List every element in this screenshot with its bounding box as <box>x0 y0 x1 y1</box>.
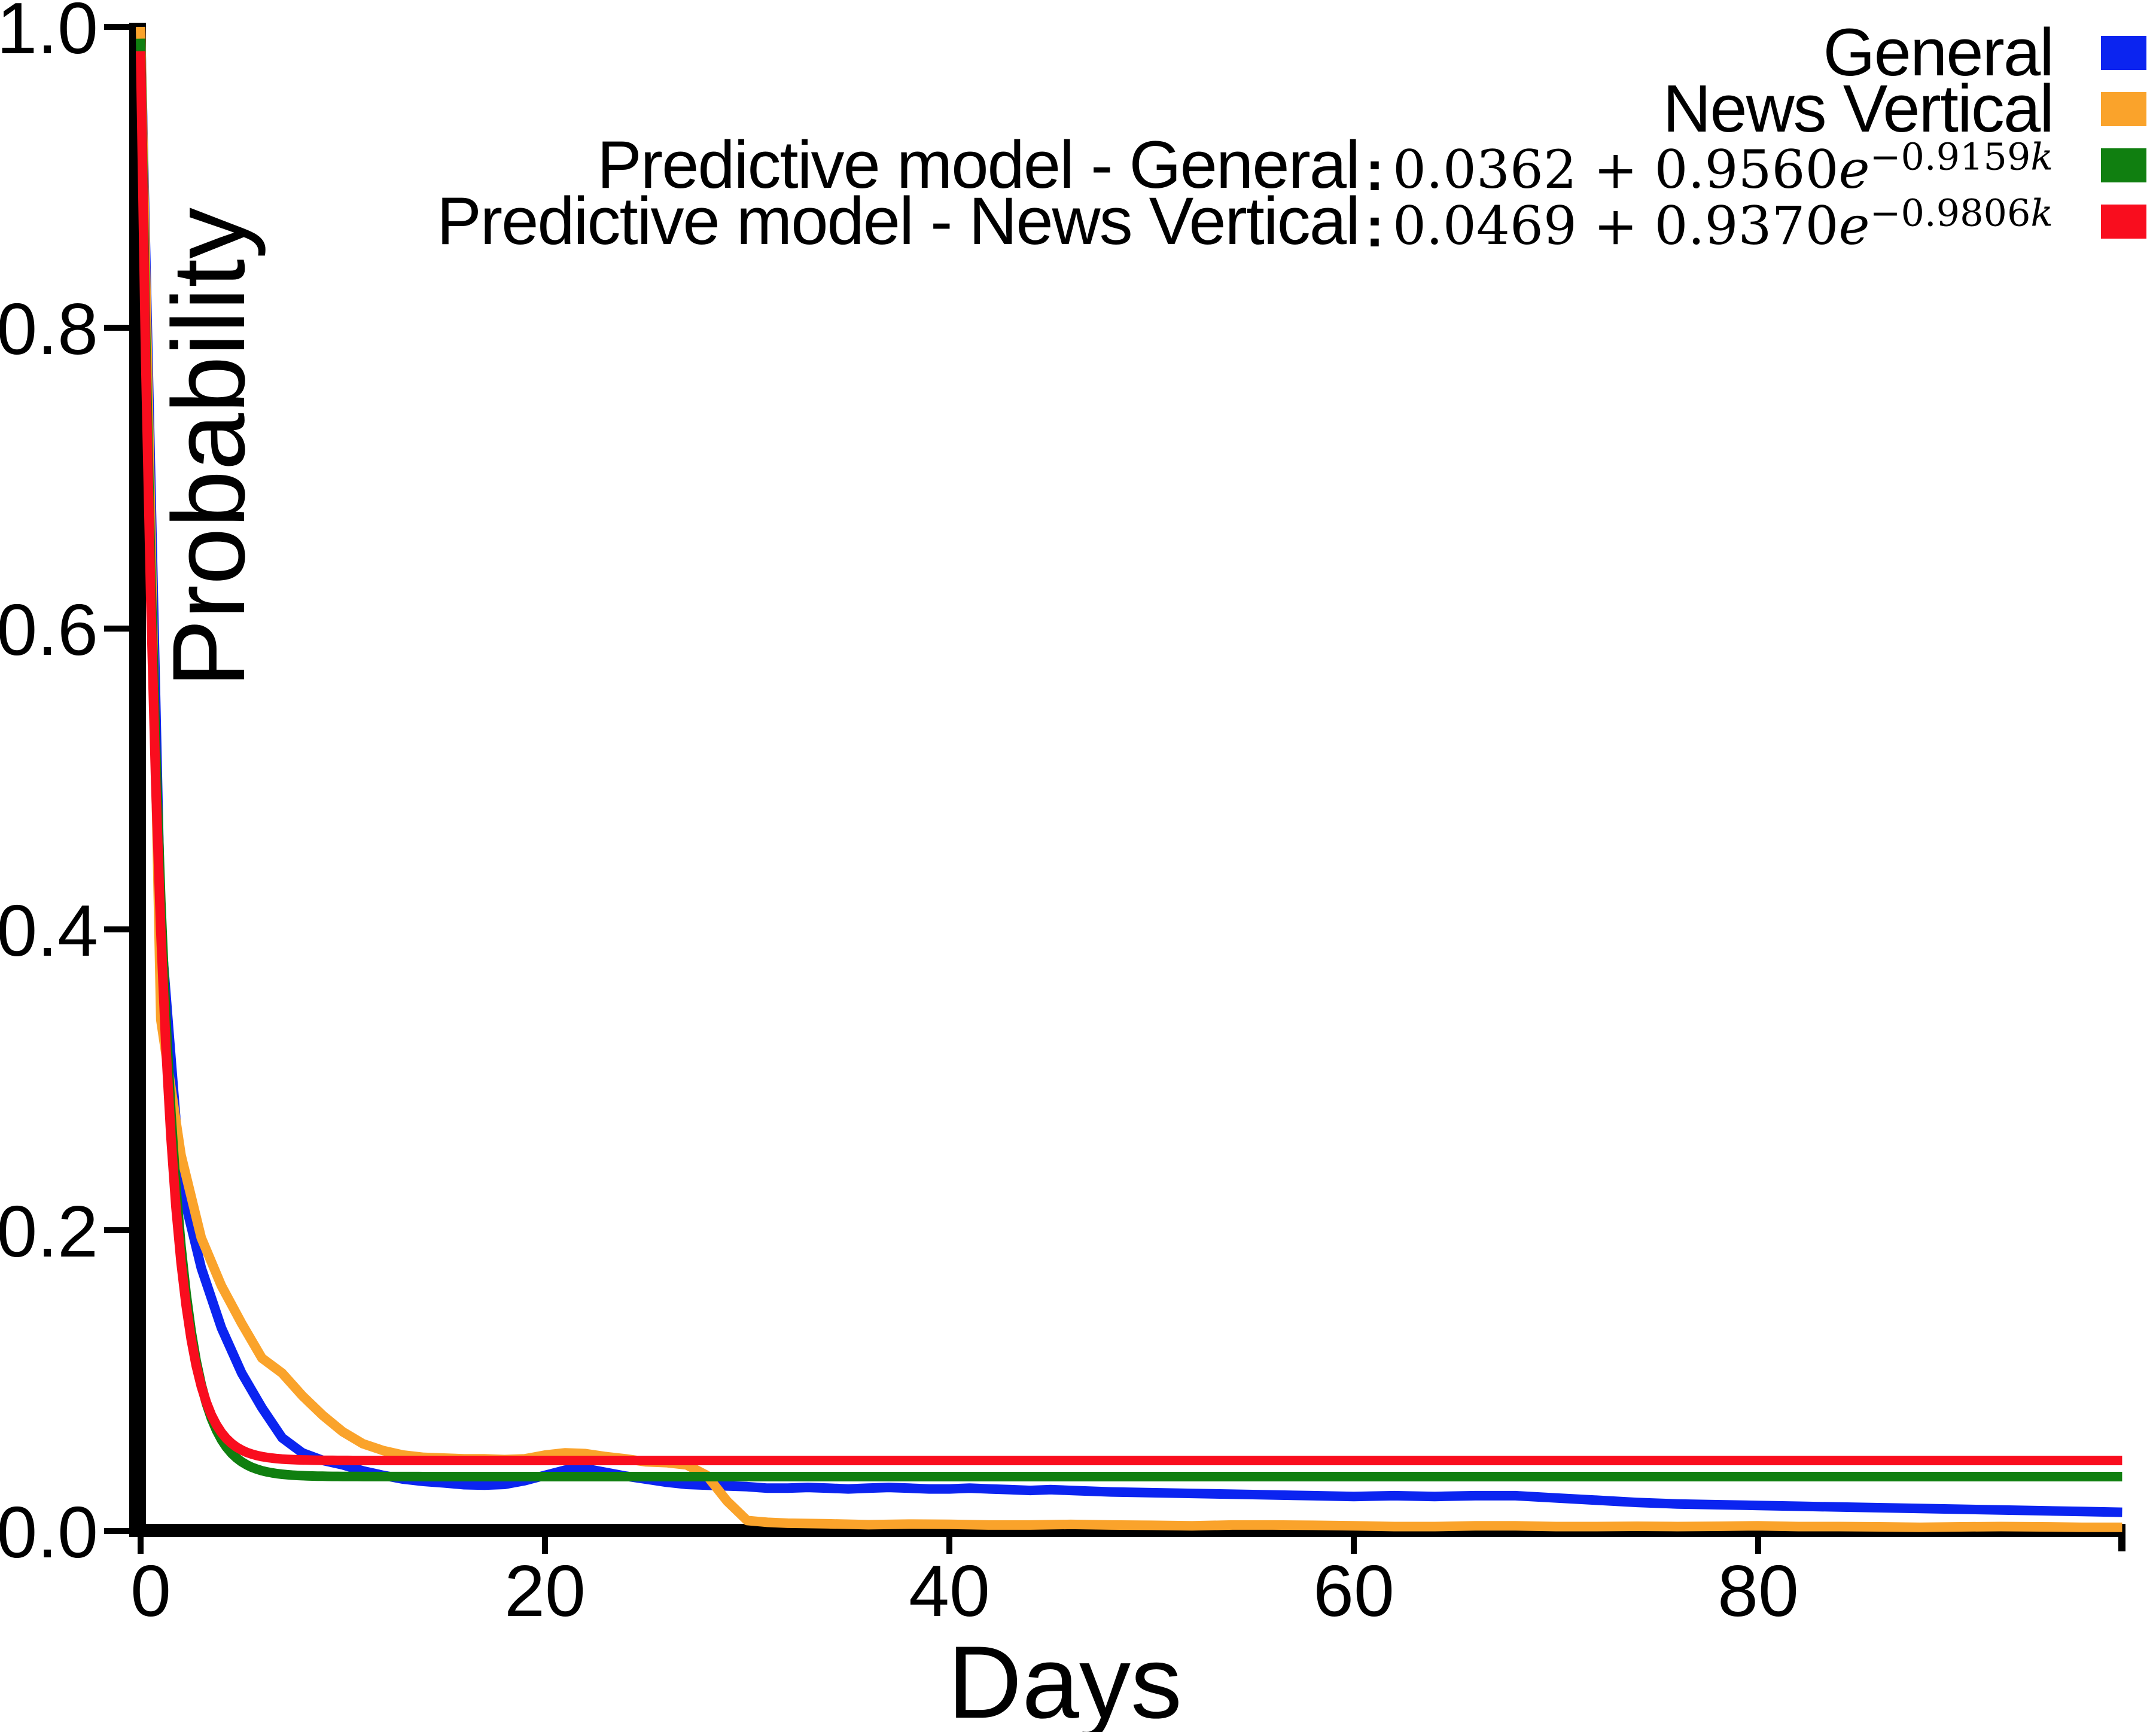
y-tick-label: 0.6 <box>0 589 98 670</box>
formula-exponent: −0.9159 <box>1869 135 2031 179</box>
y-tick <box>104 1227 130 1233</box>
legend-swatch-model-news-vertical <box>2101 204 2146 239</box>
x-tick-label: 0 <box>130 1550 171 1632</box>
legend-row-general: General <box>1823 19 2146 86</box>
legend-label-general: General <box>1823 15 2054 90</box>
legend: General News Vertical Predictive model -… <box>437 19 2146 256</box>
legend-row-model-general: Predictive model - General:0.0362 + 0.95… <box>597 132 2146 200</box>
x-ticks: 0 20 40 60 80 <box>130 1537 1799 1632</box>
legend-label-news-vertical: News Vertical <box>1662 71 2054 146</box>
x-tick <box>946 1537 952 1554</box>
curve-model-news-vertical <box>136 51 2122 1465</box>
y-ticks: 1.0 0.8 0.6 0.4 0.2 0.0 <box>0 0 130 1573</box>
y-tick-label: 1.0 <box>0 0 98 69</box>
legend-swatch-model-general <box>2101 148 2146 182</box>
y-tick <box>104 626 130 632</box>
curve-news-vertical <box>136 26 2122 1532</box>
x-tick <box>542 1537 548 1554</box>
legend-swatch-news-vertical <box>2101 92 2146 126</box>
y-tick <box>104 926 130 932</box>
legend-row-news-vertical: News Vertical <box>1663 75 2146 142</box>
y-tick <box>104 325 130 331</box>
legend-label-model-general: Predictive model - General <box>597 127 1360 202</box>
curves <box>136 26 2122 1532</box>
legend-separator: : <box>1365 139 1384 203</box>
x-tick-label: 40 <box>909 1550 990 1632</box>
y-tick-label: 0.4 <box>0 890 98 971</box>
legend-formula-model-general: 0.0362 + 0.9560e−0.9159k <box>1393 138 2053 196</box>
formula-e: e <box>1838 195 1870 257</box>
x-tick <box>138 1537 144 1554</box>
x-tick-label: 80 <box>1718 1550 1799 1632</box>
formula-coefficients: 0.0469 + 0.9370 <box>1392 195 1839 257</box>
legend-formula-model-news-vertical: 0.0469 + 0.9370e−0.9806k <box>1393 194 2053 252</box>
legend-label-model-news-vertical: Predictive model - News Vertical <box>437 184 1360 258</box>
legend-row-model-news-vertical: Predictive model - News Vertical:0.0469 … <box>437 188 2146 256</box>
y-axis-label: Probability <box>151 208 266 688</box>
formula-e: e <box>1838 139 1870 200</box>
formula-exponent: −0.9806 <box>1869 191 2031 235</box>
y-tick <box>104 1528 130 1534</box>
y-tick-label: 0.8 <box>0 288 98 370</box>
x-tick-label: 20 <box>504 1550 586 1632</box>
formula-k: k <box>2030 191 2053 235</box>
y-tick-label: 0.0 <box>0 1492 98 1573</box>
x-tick <box>1755 1537 1761 1554</box>
y-tick-label: 0.2 <box>0 1191 98 1272</box>
formula-coefficients: 0.0362 + 0.9560 <box>1392 139 1839 200</box>
y-tick <box>104 24 130 30</box>
legend-separator: : <box>1365 195 1384 259</box>
legend-swatch-general <box>2101 35 2146 70</box>
formula-k: k <box>2030 135 2053 179</box>
curve-model-general <box>136 38 2122 1481</box>
x-tick <box>1351 1537 1357 1554</box>
x-axis-label: Days <box>948 1625 1182 1732</box>
x-tick-label: 60 <box>1313 1550 1394 1632</box>
